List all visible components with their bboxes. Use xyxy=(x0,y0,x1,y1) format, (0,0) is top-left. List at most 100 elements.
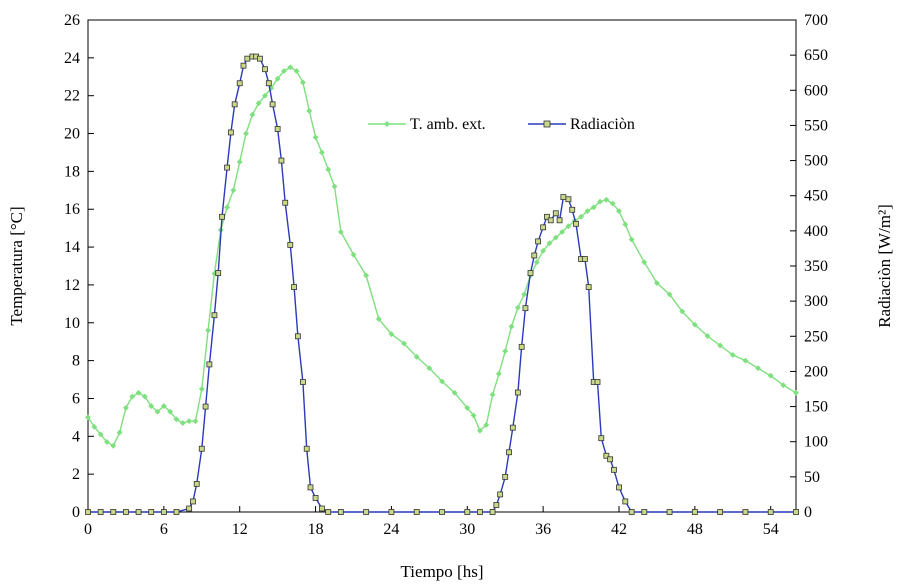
data-point xyxy=(312,134,319,141)
y2-tick-label: 350 xyxy=(804,258,828,275)
data-point xyxy=(641,509,648,515)
data-point xyxy=(527,270,534,276)
data-point xyxy=(531,252,538,259)
data-point xyxy=(104,439,110,445)
data-point xyxy=(559,229,566,235)
data-point xyxy=(141,393,148,400)
data-point xyxy=(793,509,799,515)
data-point xyxy=(227,129,234,136)
plot-border xyxy=(87,19,797,513)
data-point xyxy=(257,55,263,62)
data-point xyxy=(350,251,357,258)
data-point xyxy=(502,348,509,355)
data-point xyxy=(300,79,306,86)
data-point xyxy=(506,449,512,456)
data-point xyxy=(522,305,529,312)
y2-tick-label: 300 xyxy=(804,293,828,310)
data-point xyxy=(85,414,91,421)
data-point xyxy=(123,509,129,515)
data-point xyxy=(269,101,276,108)
y2-tick-label: 50 xyxy=(804,469,820,486)
data-point xyxy=(291,284,297,290)
data-point xyxy=(717,342,724,349)
data-point xyxy=(110,442,117,449)
data-point xyxy=(97,509,104,515)
data-point xyxy=(337,509,344,515)
x-tick-label: 48 xyxy=(687,521,703,538)
data-point xyxy=(243,130,249,137)
x-axis-title: Tiempo [hs] xyxy=(401,562,484,581)
data-point xyxy=(282,199,289,206)
data-point xyxy=(628,509,635,515)
x-tick-label: 24 xyxy=(383,521,399,538)
data-point xyxy=(135,509,142,515)
data-point xyxy=(401,340,407,347)
data-point xyxy=(603,196,610,203)
series-1 xyxy=(85,53,799,515)
x-tick-label: 0 xyxy=(84,521,92,538)
y2-tick-label: 0 xyxy=(804,504,812,521)
data-point xyxy=(616,208,622,215)
data-point xyxy=(426,365,433,372)
legend-item-temperature xyxy=(368,121,406,127)
data-point xyxy=(186,418,193,425)
legend-item-radiation xyxy=(528,120,566,128)
plot-area xyxy=(87,19,797,513)
data-point xyxy=(464,509,471,515)
data-point xyxy=(622,498,629,505)
data-point xyxy=(439,378,445,385)
data-point xyxy=(331,183,338,190)
data-point xyxy=(533,259,540,266)
y2-tick-label: 450 xyxy=(804,188,828,205)
y2-tick-label: 100 xyxy=(804,434,828,451)
data-point xyxy=(240,62,247,69)
data-point xyxy=(540,247,547,254)
data-point xyxy=(547,217,554,224)
data-point xyxy=(110,509,117,515)
data-point xyxy=(219,213,225,220)
data-point xyxy=(540,224,547,231)
data-point xyxy=(704,333,711,339)
data-point xyxy=(215,270,222,276)
data-point xyxy=(611,466,617,473)
data-point xyxy=(742,509,749,515)
y2-tick-label: 250 xyxy=(804,328,828,345)
data-point xyxy=(755,365,761,372)
data-point xyxy=(767,509,774,515)
data-point xyxy=(590,204,597,211)
data-point xyxy=(198,445,205,452)
data-point xyxy=(193,480,200,487)
data-point xyxy=(691,509,698,515)
y2-tick-label: 550 xyxy=(804,117,828,134)
data-point xyxy=(294,333,301,340)
data-point xyxy=(375,316,382,322)
data-point xyxy=(202,403,209,410)
series-layer xyxy=(85,53,799,515)
data-point xyxy=(569,206,576,213)
data-point xyxy=(497,491,504,498)
data-point xyxy=(514,389,521,396)
data-point xyxy=(206,361,213,368)
data-point xyxy=(502,473,509,480)
y-tick-label: 4 xyxy=(72,428,80,445)
data-point xyxy=(679,308,686,315)
data-point xyxy=(148,509,155,515)
data-point xyxy=(666,291,673,298)
data-point xyxy=(190,498,196,505)
data-point xyxy=(244,55,251,62)
data-point xyxy=(192,418,199,425)
y-tick-label: 6 xyxy=(72,390,80,407)
data-point xyxy=(303,445,310,452)
x-tick-label: 54 xyxy=(763,521,779,538)
data-point xyxy=(489,391,496,398)
data-point xyxy=(186,505,193,512)
data-point xyxy=(470,412,477,419)
data-point xyxy=(654,280,660,286)
data-point xyxy=(230,187,237,194)
data-point xyxy=(495,370,502,377)
data-point xyxy=(607,456,614,463)
data-point xyxy=(236,80,243,87)
data-point xyxy=(173,509,180,515)
data-point xyxy=(717,509,724,515)
